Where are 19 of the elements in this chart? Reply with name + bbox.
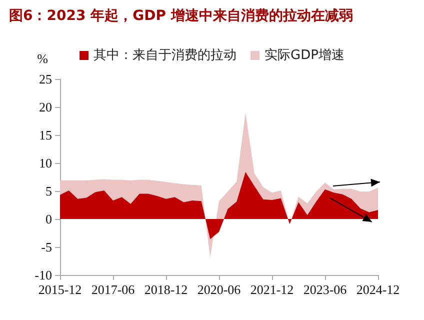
y-tick-label: 25 bbox=[39, 72, 52, 86]
legend-label: 实际GDP增速 bbox=[264, 48, 344, 63]
y-tick-label: -5 bbox=[41, 240, 52, 254]
y-tick-label: 5 bbox=[46, 184, 52, 198]
x-tick-label: 2015-12 bbox=[38, 282, 82, 297]
y-tick-label: 15 bbox=[39, 128, 52, 142]
y-axis-title: % bbox=[37, 51, 48, 66]
y-tick-label: 20 bbox=[39, 100, 52, 114]
legend-label: 其中：来自于消费的拉动 bbox=[94, 48, 237, 63]
y-tick-label: -10 bbox=[34, 268, 52, 282]
y-tick-label: 10 bbox=[39, 156, 52, 170]
chart-title: 图6：2023 年起，GDP 增速中来自消费的拉动在减弱 bbox=[9, 8, 353, 24]
x-tick-label: 2021-12 bbox=[250, 282, 294, 297]
y-tick-label: 0 bbox=[46, 212, 52, 226]
x-tick-label: 2018-12 bbox=[144, 282, 188, 297]
x-tick-label: 2017-06 bbox=[91, 282, 136, 297]
x-tick-label: 2020-06 bbox=[197, 282, 242, 297]
x-tick-label: 2023-06 bbox=[303, 282, 348, 297]
x-tick-label: 2024-12 bbox=[356, 282, 400, 297]
